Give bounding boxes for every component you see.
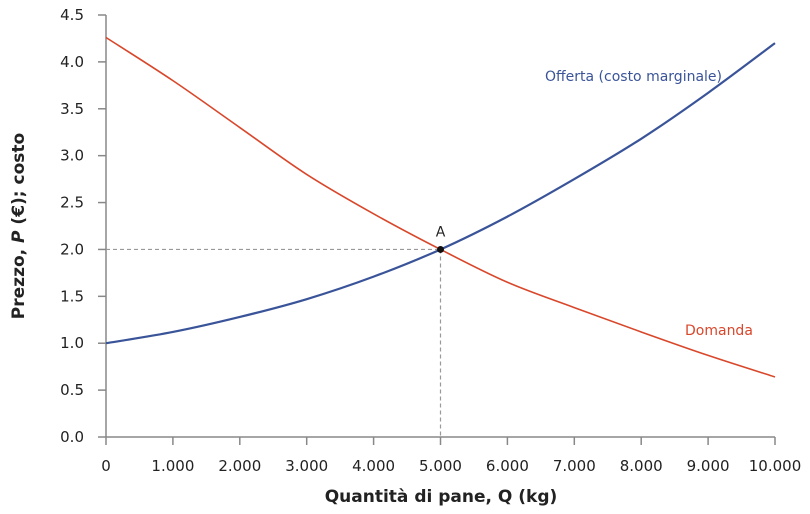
y-tick-label: 1.0	[60, 334, 84, 352]
y-tick-label: 2.0	[60, 240, 84, 258]
y-axis-title-part: Prezzo,	[9, 243, 29, 319]
demand-label: Domanda	[685, 323, 753, 339]
y-axis-title-variable: P	[9, 230, 29, 243]
y-tick-label: 0.0	[60, 428, 84, 446]
y-tick-label: 4.0	[60, 53, 84, 71]
point-a-label: A	[436, 224, 446, 240]
x-tick-label: 3.000	[285, 457, 328, 475]
x-tick-label: 5.000	[419, 457, 462, 475]
x-tick-label: 4.000	[352, 457, 395, 475]
equilibrium-point-a	[437, 245, 444, 253]
x-tick-label: 2.000	[218, 457, 261, 475]
demand-curve	[105, 36, 776, 378]
x-tick-label: 10.000	[749, 457, 802, 475]
x-axis-ticks: 0 1.000 2.000 3.000 4.000 5.000 6.000 7.000 8.00…	[101, 437, 801, 475]
x-tick-label: 8.000	[620, 457, 663, 475]
y-axis-title-part: (€); costo	[9, 133, 29, 231]
x-tick-label: 7.000	[553, 457, 596, 475]
y-tick-label: 3.0	[60, 147, 84, 165]
y-tick-label: 4.5	[60, 6, 84, 24]
y-tick-label: 3.5	[60, 100, 84, 118]
x-axis-title: Quantità di pane, Q (kg)	[325, 487, 558, 507]
supply-label: Offerta (costo marginale)	[545, 69, 722, 85]
x-tick-label: 6.000	[486, 457, 529, 475]
supply-curve	[105, 42, 776, 345]
y-tick-label: 2.5	[60, 194, 84, 212]
y-tick-label: 0.5	[60, 381, 84, 399]
x-tick-label: 0	[101, 457, 111, 475]
y-axis-ticks: 0.0 0.5 1.0 1.5 2.0 2.5 3.0 3.5 4.0 4.5	[60, 6, 106, 446]
x-tick-label: 1.000	[151, 457, 194, 475]
y-axis-title: Prezzo, P (€); costo	[9, 133, 29, 319]
y-tick-label: 1.5	[60, 287, 84, 305]
x-tick-label: 9.000	[687, 457, 730, 475]
